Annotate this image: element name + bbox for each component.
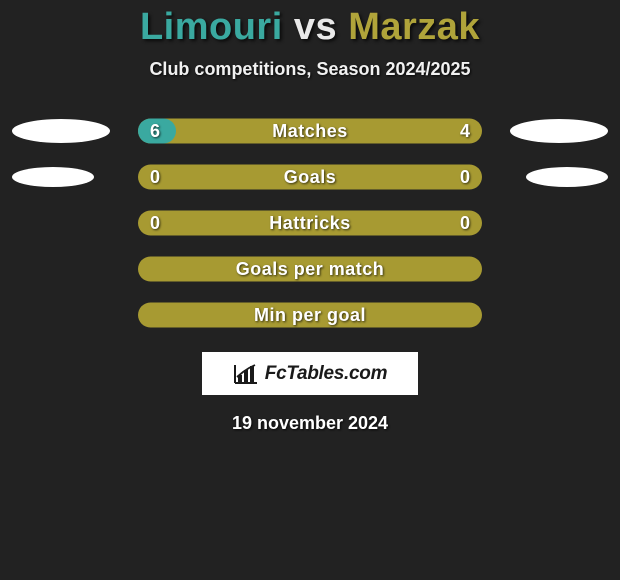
stat-row: Goals per match [0,246,620,292]
stat-row: Goals0 0 [0,154,620,200]
stat-bar: Goals0 0 [138,165,482,190]
attribution-badge-wrap: FcTables.com [0,352,620,395]
player2-oval [526,167,608,187]
comparison-card: Limouri vs Marzak Club competitions, Sea… [0,0,620,434]
bar-chart-icon [233,363,259,385]
stat-row: Hattricks0 0 [0,200,620,246]
stat-bar: Min per goal [138,303,482,328]
page-title: Limouri vs Marzak [0,6,620,49]
stat-value-player2: 0 [460,167,470,188]
stat-row: Min per goal [0,292,620,338]
player1-name: Limouri [140,6,283,48]
stat-label: Matches [138,121,482,142]
attribution-badge[interactable]: FcTables.com [202,352,418,395]
stat-value-player1: 0 [150,167,160,188]
vs-text: vs [294,6,337,48]
player1-oval [12,119,110,143]
stat-label: Goals [138,167,482,188]
subtitle: Club competitions, Season 2024/2025 [0,59,620,80]
stat-value-player1: 6 [150,121,160,142]
attribution-text: FcTables.com [265,363,387,385]
stat-label: Goals per match [138,259,482,280]
stat-bar: Goals per match [138,257,482,282]
stat-rows: Matches64Goals00Hattricks00Goals per mat… [0,108,620,338]
stat-label: Min per goal [138,305,482,326]
player2-name: Marzak [348,6,480,48]
stat-value-player2: 0 [460,213,470,234]
stat-bar: Hattricks0 0 [138,211,482,236]
stat-value-player2: 4 [460,121,470,142]
player2-oval [510,119,608,143]
stat-value-player1: 0 [150,213,160,234]
stat-row: Matches6 4 [0,108,620,154]
date-text: 19 november 2024 [0,413,620,434]
player1-oval [12,167,94,187]
stat-label: Hattricks [138,213,482,234]
stat-bar: Matches6 4 [138,119,482,144]
